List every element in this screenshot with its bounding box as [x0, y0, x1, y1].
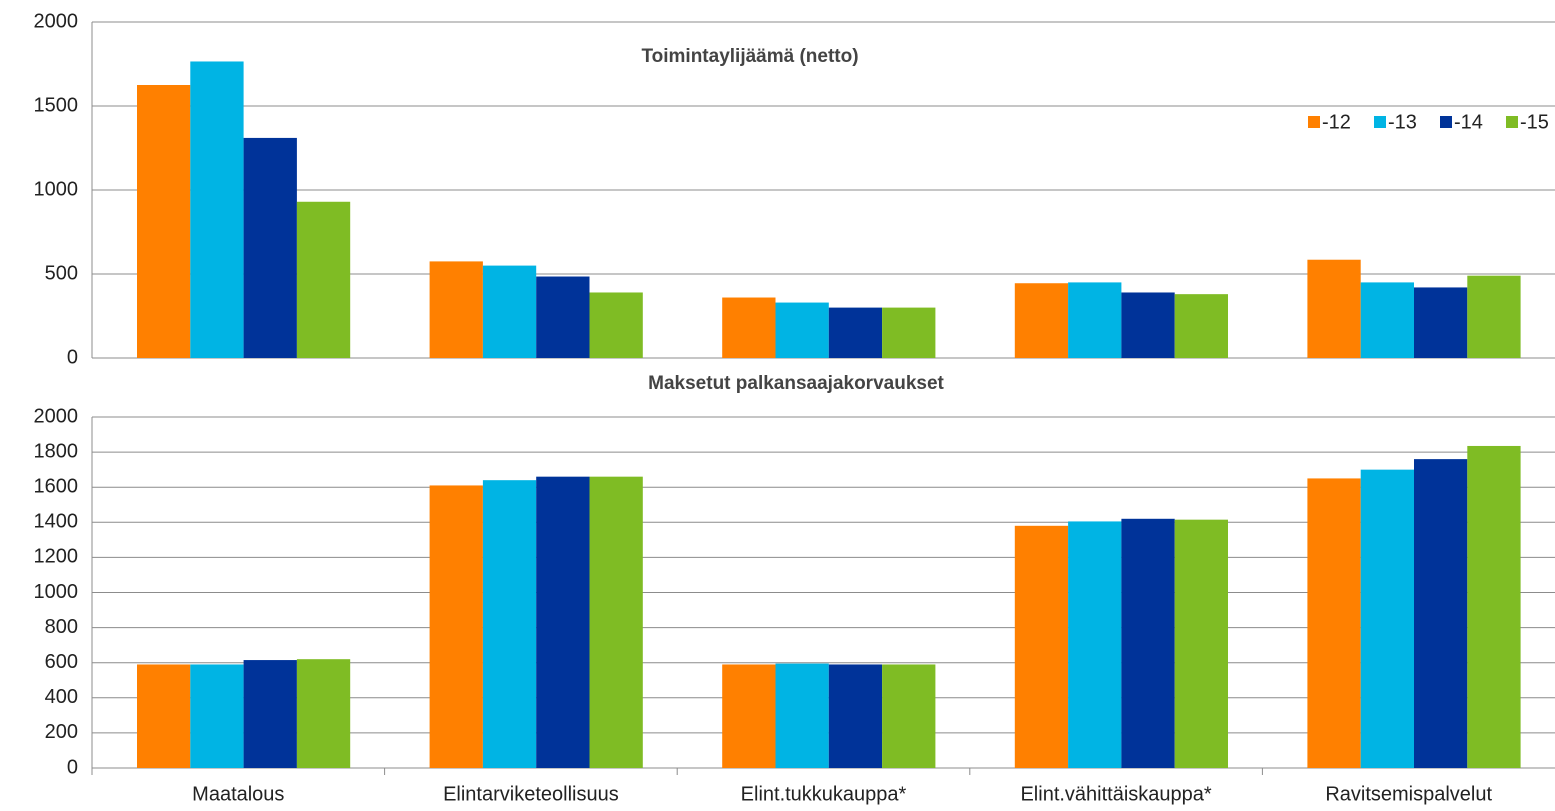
bar [1014, 283, 1069, 358]
bar [1307, 478, 1361, 768]
bar [429, 485, 483, 768]
y-tick-label: 600 [45, 651, 78, 673]
legend-swatch [1308, 116, 1320, 128]
legend-label: -12 [1322, 111, 1351, 133]
bar [1360, 469, 1414, 768]
y-tick-label: 800 [45, 616, 78, 638]
bar [243, 137, 297, 358]
y-tick-label: 1600 [34, 475, 79, 497]
bar [1121, 518, 1175, 768]
bar [1174, 519, 1228, 768]
y-tick-label: 1000 [34, 178, 79, 200]
bar [243, 660, 297, 768]
y-tick-label: 0 [67, 756, 78, 778]
bar [137, 664, 191, 768]
y-tick-label: 1400 [34, 511, 79, 533]
bar [882, 307, 936, 358]
x-tick-label: Elint.tukkukauppa* [741, 783, 907, 805]
chart-title: Toimintaylijäämä (netto) [641, 46, 858, 67]
legend-swatch [1374, 116, 1386, 128]
bar [589, 476, 643, 768]
bar [1467, 445, 1521, 768]
y-tick-label: 1500 [34, 94, 79, 116]
legend-swatch [1506, 116, 1518, 128]
bar [296, 659, 351, 768]
y-tick-label: 1800 [34, 440, 79, 462]
bar [1121, 292, 1175, 358]
y-tick-label: 500 [45, 262, 78, 284]
y-tick-label: 0 [67, 346, 78, 368]
bar [589, 292, 643, 358]
bar [882, 664, 936, 768]
bar [1414, 459, 1468, 768]
bar [828, 664, 883, 768]
bar [775, 302, 829, 358]
legend-label: -15 [1520, 111, 1549, 133]
bar [536, 276, 590, 358]
bar [1467, 275, 1521, 358]
chart-title: Maksetut palkansaajakorvaukset [648, 373, 944, 394]
bar [190, 664, 244, 768]
bar [536, 476, 590, 768]
bar [1068, 282, 1122, 358]
bar [137, 85, 191, 358]
y-tick-label: 2000 [34, 10, 79, 32]
bar [722, 297, 776, 358]
bar [1414, 287, 1468, 358]
bar [482, 480, 537, 768]
legend-label: -13 [1388, 111, 1417, 133]
y-tick-label: 2000 [34, 405, 79, 427]
bar [482, 265, 537, 358]
legend-swatch [1440, 116, 1452, 128]
x-tick-label: Ravitsemispalvelut [1325, 783, 1492, 805]
bar [296, 201, 351, 358]
x-tick-label: Elintarviketeollisuus [443, 783, 619, 805]
y-tick-label: 200 [45, 721, 78, 743]
legend-label: -14 [1454, 111, 1483, 133]
y-tick-label: 1200 [34, 546, 79, 568]
y-tick-label: 1000 [34, 581, 79, 603]
bar [722, 664, 776, 768]
bar [1360, 282, 1414, 358]
bar [1014, 525, 1069, 768]
x-tick-label: Elint.vähittäiskauppa* [1020, 783, 1211, 805]
y-tick-label: 400 [45, 686, 78, 708]
bar [190, 61, 244, 358]
bar [1307, 259, 1361, 358]
bar [1068, 521, 1122, 768]
x-tick-label: Maatalous [192, 783, 284, 805]
bar [1174, 294, 1228, 358]
bar [828, 307, 883, 358]
bar [775, 663, 829, 768]
bar [429, 261, 483, 358]
